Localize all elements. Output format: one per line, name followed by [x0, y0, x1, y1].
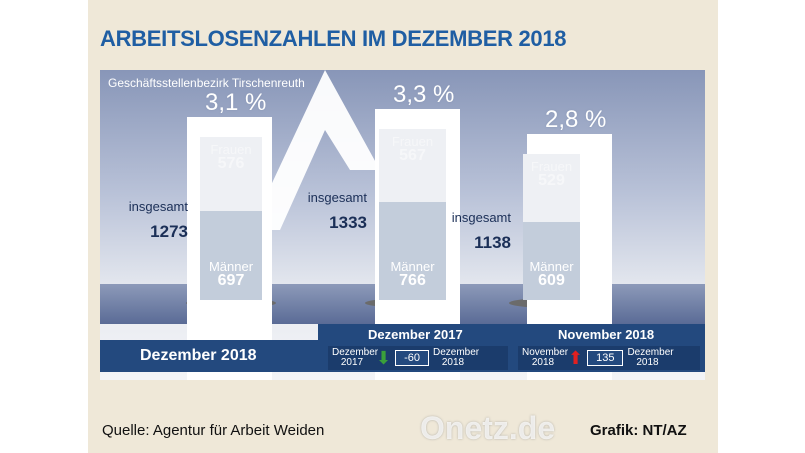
comparison-change: -60: [395, 350, 429, 366]
arbeitsagentur-logo: [250, 70, 380, 230]
men-label: Männer 609: [523, 258, 580, 289]
comparison-to: Dezember 2018: [433, 347, 480, 368]
women-label: Frauen 529: [523, 159, 580, 190]
total-label: insgesamt 1138: [431, 210, 511, 253]
graphic-credit: Grafik: NT/AZ: [590, 422, 687, 439]
women-value: 529: [538, 172, 565, 190]
women-value: 576: [217, 155, 245, 173]
total-value: 1138: [474, 233, 511, 253]
bar-women: Frauen 576 Männer 697: [200, 137, 262, 300]
men-label: Männer 766: [379, 258, 446, 289]
rate-label: 2,8 %: [545, 106, 607, 134]
bar-men: Männer 766: [379, 201, 446, 300]
arrow-up-icon: ⬆: [568, 348, 584, 368]
women-label-name: Frauen: [530, 159, 573, 175]
chart-subtitle: Geschäftsstellenbezirk Tirschenreuth: [108, 76, 305, 90]
men-label-name: Männer: [390, 258, 435, 274]
comparison-bar: Dezember 2017 November 2018 Dezember 201…: [318, 324, 705, 372]
women-value: 567: [399, 147, 426, 165]
men-label-name: Männer: [529, 258, 574, 274]
comparison-change: 135: [587, 350, 624, 366]
total-value: 1333: [329, 212, 367, 232]
current-period-label: Dezember 2018: [100, 340, 318, 372]
comparison-from: Dezember 2017: [332, 347, 379, 368]
chart-panel: Geschäftsstellenbezirk Tirschenreuth Fra…: [100, 70, 705, 380]
comparison-header: November 2018: [558, 327, 655, 342]
total-label: insgesamt 1273: [108, 199, 188, 242]
comparison-from: November 2018: [522, 347, 569, 368]
bar-women: Frauen 567 Männer 766: [379, 129, 446, 300]
women-label-name: Frauen: [391, 134, 434, 150]
rate-label: 3,1 %: [205, 89, 267, 117]
total-caption: insgesamt: [128, 198, 188, 214]
bar-women: Frauen 529 Männer 609: [523, 154, 580, 300]
comparison-header: Dezember 2017: [368, 327, 463, 342]
bar-men: Männer 697: [200, 210, 262, 300]
total-caption: insgesamt: [451, 210, 511, 226]
total-value: 1273: [150, 221, 188, 241]
men-label: Männer 697: [200, 258, 262, 289]
watermark: Onetz.de: [420, 410, 556, 446]
chart-title: ARBEITSLOSENZAHLEN IM DEZEMBER 2018: [100, 26, 567, 51]
men-value: 697: [217, 271, 245, 289]
total-label: insgesamt 1333: [287, 190, 367, 233]
rate-label: 3,3 %: [393, 81, 455, 109]
source-note: Quelle: Agentur für Arbeit Weiden: [102, 422, 325, 439]
comparison-row: November 2018 ⬆ 135 Dezember 2018: [518, 346, 700, 370]
women-label-name: Frauen: [210, 142, 252, 158]
bar-men: Männer 609: [523, 222, 580, 300]
men-label-name: Männer: [208, 258, 254, 274]
comparison-to: Dezember 2018: [627, 347, 674, 368]
women-label: Frauen 567: [379, 134, 446, 165]
bottom-legend: Dezember 2018 Dezember 2017 November 201…: [100, 320, 705, 380]
women-label: Frauen 576: [200, 142, 262, 173]
men-value: 609: [538, 271, 565, 289]
arrow-down-icon: ⬇: [376, 348, 392, 368]
comparison-row: Dezember 2017 ⬇ -60 Dezember 2018: [328, 346, 508, 370]
men-value: 766: [399, 271, 426, 289]
total-caption: insgesamt: [307, 189, 367, 205]
